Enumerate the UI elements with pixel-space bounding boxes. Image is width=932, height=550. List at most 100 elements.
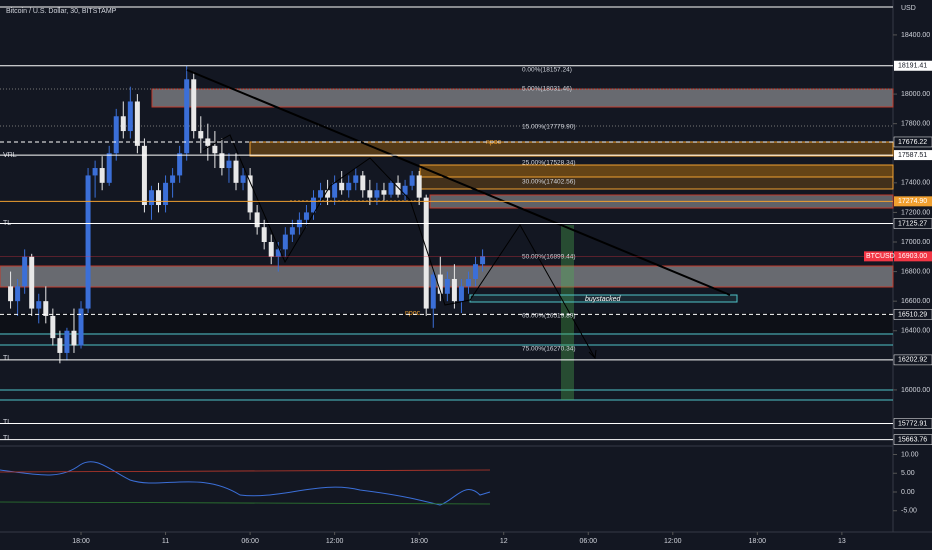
candle-body	[92, 168, 98, 176]
candle-body	[360, 175, 366, 191]
level-label: 17587.51	[898, 152, 927, 159]
fib-label: 65.00%(16519.89)	[522, 313, 576, 320]
y-tick-label: 17200.00	[901, 209, 930, 216]
trend-line	[186, 69, 731, 296]
candle-body	[465, 278, 471, 287]
fib-label: 0.00%(18157.24)	[522, 67, 572, 74]
indicator-tick-label: 10.00	[901, 451, 919, 458]
candle-body	[395, 182, 401, 195]
candle-body	[451, 278, 457, 302]
candle-body	[134, 101, 140, 146]
level-box	[894, 251, 932, 262]
level-box	[893, 434, 932, 445]
buystacked-label: buystacked	[585, 296, 622, 303]
fib-label: 15.00%(17779.90)	[522, 124, 576, 131]
x-tick-label: 11	[162, 538, 169, 545]
x-tick-label: 18:00	[749, 538, 767, 545]
candle-body	[458, 286, 464, 302]
candle-body	[430, 274, 436, 309]
zone	[249, 141, 894, 157]
candle-body	[85, 175, 91, 309]
candle-body	[212, 145, 218, 154]
level-label: 17274.90	[898, 198, 927, 205]
candle-body	[233, 160, 239, 183]
candle-body	[170, 175, 176, 183]
candle-body	[437, 274, 443, 294]
candle-body	[29, 256, 35, 309]
level-box	[893, 218, 932, 229]
x-tick-label: 13	[838, 538, 846, 545]
candle-body	[57, 338, 63, 353]
zone	[0, 313, 893, 333]
y-tick-label: 16000.00	[901, 387, 930, 394]
level-label: 17676.22	[898, 139, 927, 146]
y-tick-label: 18400.00	[901, 32, 930, 39]
indicator-tick-label: 5.00	[901, 470, 915, 477]
arrow-head	[588, 349, 597, 360]
candle-body	[388, 182, 394, 195]
fib-label: 25.00%(17528.34)	[522, 160, 576, 167]
x-tick-label: 18:00	[72, 538, 90, 545]
plot	[8, 65, 486, 364]
candle-body	[184, 79, 190, 154]
candle-body	[36, 301, 42, 309]
y-tick-label: 18000.00	[901, 91, 930, 98]
level-label: 16510.29	[898, 311, 927, 318]
candle-body	[240, 175, 246, 183]
candle-body	[156, 190, 162, 206]
indicator-band	[0, 501, 491, 505]
candle-body	[310, 197, 316, 213]
zone	[419, 164, 894, 178]
level-box	[893, 136, 932, 148]
candle-body	[275, 249, 281, 257]
x-tick-label: 12:00	[326, 538, 344, 545]
candle-body	[303, 212, 309, 220]
candle-body	[416, 175, 422, 198]
candle-body	[367, 190, 373, 198]
candle-body	[43, 301, 49, 316]
candle-body	[177, 153, 183, 176]
candle-body	[480, 256, 486, 265]
indicator-tick-label: 0.00	[901, 489, 915, 496]
candle-body	[71, 330, 77, 346]
fib-label: 5.00%(18031.46)	[522, 86, 572, 93]
candle-body	[113, 116, 119, 154]
y-tick-label: 17800.00	[901, 121, 930, 128]
candle-body	[282, 234, 288, 250]
candle-body	[374, 190, 380, 198]
level-label: 16202.92	[898, 357, 927, 364]
chart-title: Bitcoin / U.S. Dollar, 30, BITSTAMP	[6, 8, 117, 15]
currency: USD	[901, 5, 916, 12]
level-label: 18191.41	[898, 63, 927, 70]
candle-body	[141, 145, 147, 206]
candle-body	[8, 286, 14, 302]
candle-body	[127, 101, 133, 132]
y-tick-label: 17000.00	[901, 239, 930, 246]
symbol-label: BTCUSD	[866, 253, 895, 260]
fib-label: 30.00%(17402.56)	[522, 179, 576, 186]
candle-body	[339, 182, 345, 191]
candle-body	[64, 330, 70, 353]
level-box	[894, 196, 932, 207]
level-box	[893, 354, 932, 366]
level-label: 17125.27	[898, 220, 927, 227]
level-label: 16903.00	[898, 253, 927, 260]
indicator-band	[0, 469, 491, 473]
candle-body	[268, 241, 274, 257]
symbol-box	[864, 251, 893, 262]
candle-body	[191, 79, 197, 132]
tl-label: TL	[3, 419, 11, 426]
fib-label: 75.00%(16270.34)	[522, 346, 576, 353]
projection-path	[202, 134, 596, 359]
level-box	[894, 150, 932, 161]
buystacked-box	[469, 294, 738, 303]
candle-body	[148, 190, 154, 206]
zone	[419, 176, 894, 190]
candle-body	[423, 197, 429, 309]
range-box	[561, 225, 574, 400]
tl-label: TL	[3, 435, 11, 442]
x-tick-label: 06:00	[579, 538, 597, 545]
candle-body	[106, 153, 112, 183]
y-tick-label: 17400.00	[901, 180, 930, 187]
